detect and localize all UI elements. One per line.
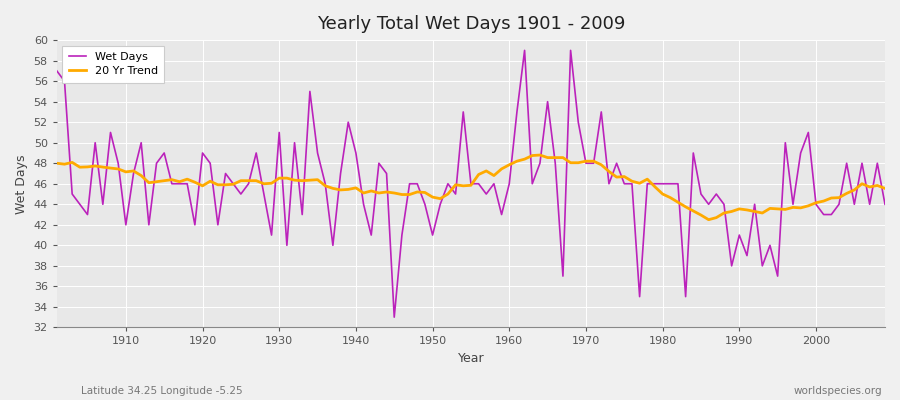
20 Yr Trend: [282, 176, 292, 180]
20 Yr Trend: [703, 217, 714, 222]
Wet Days: [112, 161, 123, 166]
Wet Days: [611, 161, 622, 166]
20 Yr Trend: [604, 169, 615, 174]
20 Yr Trend: [496, 166, 507, 171]
20 Yr Trend: [328, 186, 338, 191]
Text: Latitude 34.25 Longitude -5.25: Latitude 34.25 Longitude -5.25: [81, 386, 243, 396]
Legend: Wet Days, 20 Yr Trend: Wet Days, 20 Yr Trend: [62, 46, 165, 82]
Wet Days: [389, 315, 400, 320]
Line: Wet Days: Wet Days: [57, 50, 885, 317]
Wet Days: [51, 68, 62, 73]
Wet Days: [511, 110, 522, 114]
20 Yr Trend: [879, 186, 890, 191]
20 Yr Trend: [535, 153, 545, 158]
Text: worldspecies.org: worldspecies.org: [794, 386, 882, 396]
Title: Yearly Total Wet Days 1901 - 2009: Yearly Total Wet Days 1901 - 2009: [317, 15, 626, 33]
X-axis label: Year: Year: [457, 352, 484, 365]
Wet Days: [282, 243, 292, 248]
20 Yr Trend: [51, 161, 62, 166]
20 Yr Trend: [112, 166, 123, 171]
Wet Days: [328, 243, 338, 248]
20 Yr Trend: [504, 162, 515, 167]
Y-axis label: Wet Days: Wet Days: [15, 154, 28, 214]
Wet Days: [504, 181, 515, 186]
Wet Days: [519, 48, 530, 53]
Wet Days: [879, 202, 890, 207]
Line: 20 Yr Trend: 20 Yr Trend: [57, 155, 885, 220]
